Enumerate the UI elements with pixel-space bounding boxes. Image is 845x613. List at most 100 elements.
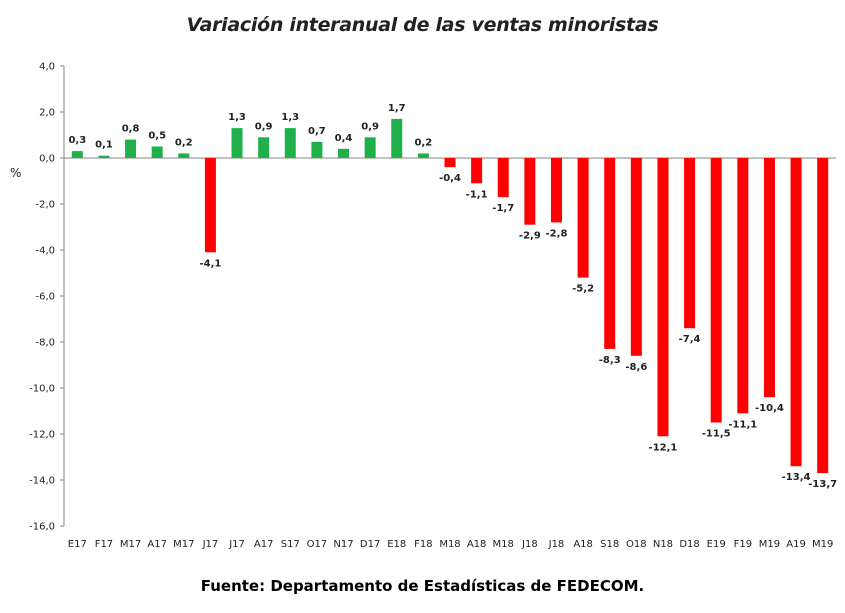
x-tick-label: M18	[439, 539, 460, 550]
data-label: -5,2	[572, 284, 594, 295]
bar	[311, 141, 323, 158]
data-label: -12,1	[649, 442, 678, 453]
x-tick-label: A18	[467, 539, 487, 550]
data-label: -8,3	[599, 355, 621, 366]
x-tick-label: M19	[759, 539, 780, 550]
y-tick-label: -12,0	[29, 430, 55, 441]
x-tick-label: F18	[414, 539, 432, 550]
bar	[125, 139, 137, 158]
x-tick-label: J18	[548, 539, 565, 550]
x-tick-label: N18	[653, 539, 673, 550]
data-label: -4,1	[199, 258, 221, 269]
bar	[790, 158, 802, 467]
data-label: -11,1	[728, 419, 757, 430]
bar	[471, 158, 483, 184]
x-tick-label: E17	[68, 539, 87, 550]
bar	[604, 158, 616, 349]
data-label: -10,4	[755, 403, 784, 414]
bar	[178, 153, 190, 158]
data-label: 0,9	[255, 121, 273, 132]
data-label: 0,2	[175, 137, 193, 148]
data-label: 0,3	[68, 135, 86, 146]
x-tick-label: A19	[786, 539, 806, 550]
bar	[71, 151, 83, 158]
bar	[577, 158, 589, 278]
y-tick-label: 2,0	[39, 108, 55, 119]
y-tick-label: -6,0	[35, 292, 55, 303]
x-tick-label: E18	[387, 539, 406, 550]
data-label: -13,7	[808, 479, 837, 490]
data-label: 0,8	[122, 124, 140, 135]
data-label: 0,5	[148, 131, 166, 142]
data-label: -7,4	[679, 334, 701, 345]
y-tick-label: -4,0	[35, 246, 55, 257]
x-tick-label: O17	[307, 539, 328, 550]
x-tick-label: F19	[734, 539, 752, 550]
y-axis-label: %	[10, 166, 21, 180]
data-label: 0,4	[335, 133, 353, 144]
y-tick-label: -8,0	[35, 338, 55, 349]
data-label: -0,4	[439, 173, 461, 184]
data-label: 1,7	[388, 103, 406, 114]
data-label: -11,5	[702, 429, 731, 440]
bar	[204, 158, 216, 253]
x-tick-label: J18	[521, 539, 538, 550]
data-label: 0,7	[308, 126, 326, 137]
x-tick-label: E19	[707, 539, 726, 550]
x-tick-label: M19	[812, 539, 833, 550]
x-tick-label: F17	[95, 539, 113, 550]
y-tick-label: -10,0	[29, 384, 55, 395]
bar	[817, 158, 829, 474]
y-tick-label: 0,0	[39, 154, 55, 165]
data-label: -13,4	[782, 472, 811, 483]
source-note: Fuente: Departamento de Estadísticas de …	[200, 577, 645, 595]
bar	[391, 118, 403, 158]
bar	[550, 158, 562, 223]
data-label: -2,8	[546, 228, 568, 239]
x-tick-label: N17	[333, 539, 353, 550]
bars	[71, 118, 829, 474]
bar	[497, 158, 509, 198]
x-tick-label: M17	[120, 539, 141, 550]
bar	[258, 137, 270, 158]
bar	[630, 158, 642, 356]
data-label: 0,1	[95, 140, 113, 151]
data-label: -2,9	[519, 231, 541, 242]
bar	[151, 146, 163, 158]
bar	[417, 153, 429, 158]
data-label: 1,3	[228, 112, 246, 123]
bar	[284, 128, 296, 158]
bar	[338, 148, 350, 158]
x-tick-label: J17	[202, 539, 219, 550]
x-tick-label: M18	[493, 539, 514, 550]
x-tick-label: D17	[360, 539, 380, 550]
y-tick-label: -2,0	[35, 200, 55, 211]
x-tick-label: A17	[254, 539, 274, 550]
x-tick-label: M17	[173, 539, 194, 550]
data-label: 0,9	[361, 121, 379, 132]
data-label: -1,1	[466, 189, 488, 200]
x-tick-label: D18	[679, 539, 699, 550]
data-labels: 0,3 0,1 0,8 0,5 0,2 -4,1 1,3 0,9 1,3 0,7 0,4 0,9 1,7…	[68, 103, 837, 490]
bar	[763, 158, 775, 398]
bar	[444, 158, 456, 168]
bar	[737, 158, 749, 414]
x-axis: E17 F17 M17 A17 M17 J17 J17 A17 S17 O17 N17 D17 E18 F…	[64, 157, 836, 550]
y-tick-label: 4,0	[39, 62, 55, 73]
data-label: -8,6	[625, 362, 647, 373]
bar	[98, 155, 110, 158]
y-tick-label: -14,0	[29, 476, 55, 487]
x-tick-label: S18	[600, 539, 619, 550]
x-tick-label: S17	[281, 539, 300, 550]
bar	[524, 158, 536, 225]
bar	[231, 128, 243, 158]
bar	[710, 158, 722, 423]
x-tick-label: O18	[626, 539, 647, 550]
y-axis: 4,0 2,0 0,0 -2,0 -4,0 -6,0 -8,0 -10,0 -12,0 -14,0…	[29, 62, 65, 533]
bar-chart: 4,0 2,0 0,0 -2,0 -4,0 -6,0 -8,0 -10,0 -12,0 -14,0…	[10, 62, 837, 551]
data-label: 1,3	[281, 112, 299, 123]
bar	[364, 137, 376, 158]
x-tick-label: J17	[228, 539, 245, 550]
data-label: 0,2	[415, 137, 433, 148]
data-label: -1,7	[492, 203, 514, 214]
